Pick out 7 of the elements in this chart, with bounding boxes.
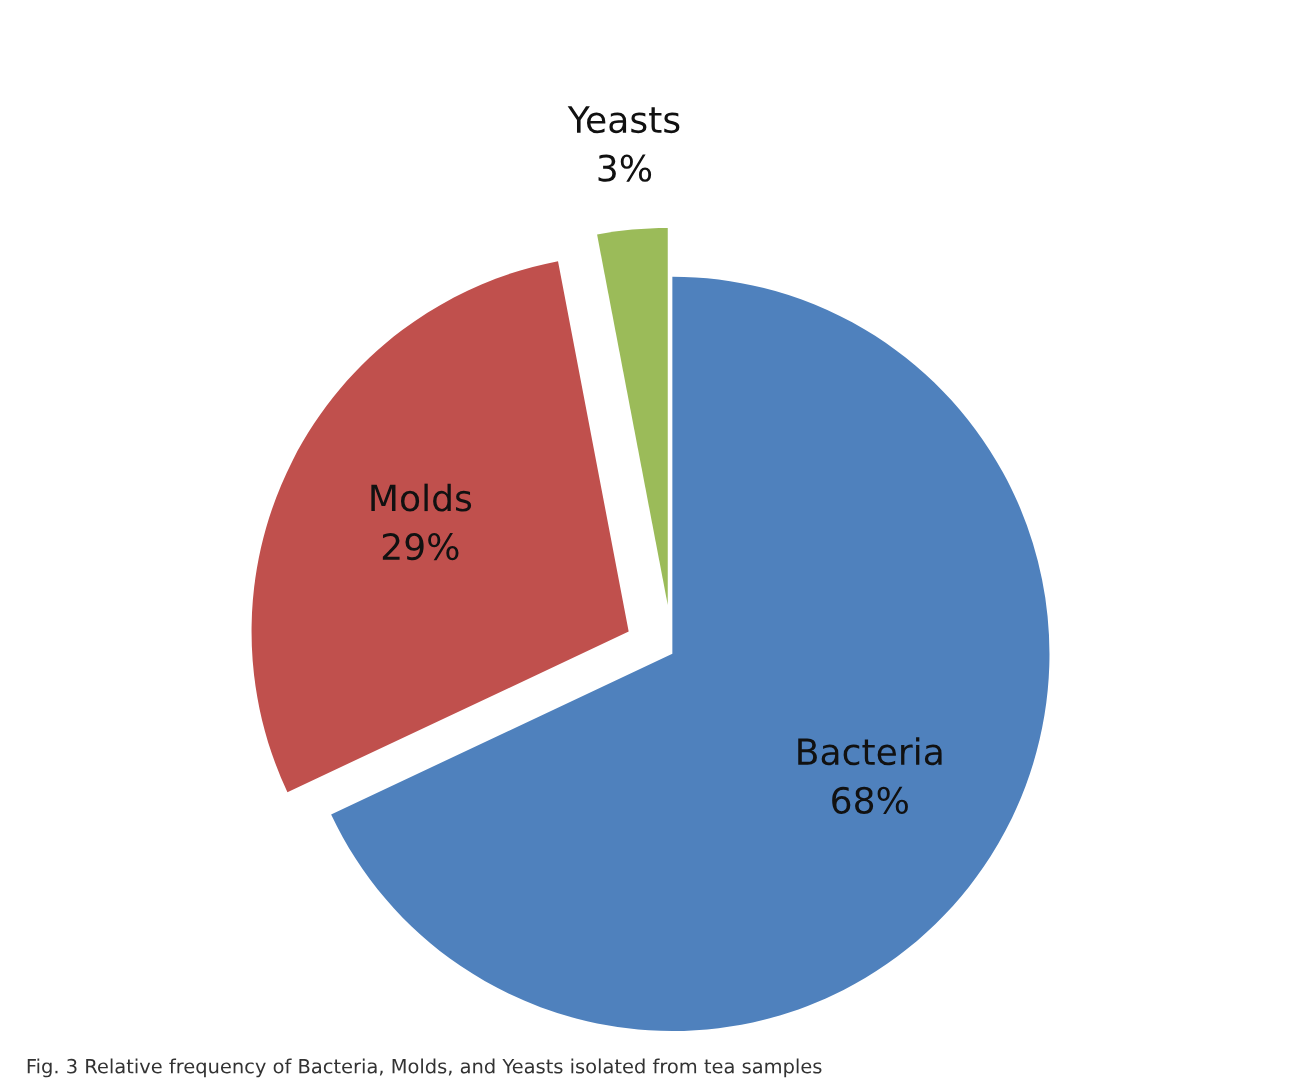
data-label: 68% <box>832 786 908 814</box>
slice-label: Bacteria <box>798 737 942 766</box>
data-label: 3% <box>598 154 652 182</box>
data-label: 29% <box>382 532 459 561</box>
slice-label: Molds <box>371 483 472 512</box>
caption: Fig. 3 Relative frequency of Bacteria, Molds, and Yeasts isolated from tea samples <box>27 1058 822 1078</box>
slice-label: Yeasts <box>567 106 680 134</box>
